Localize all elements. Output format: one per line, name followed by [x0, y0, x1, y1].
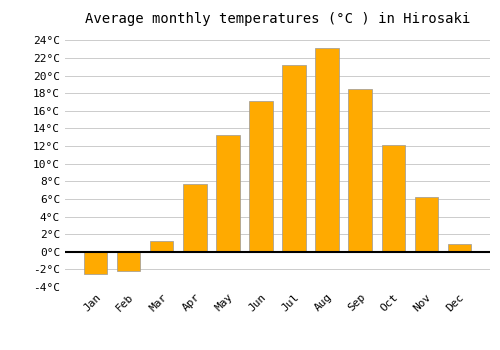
Bar: [184, 184, 206, 252]
Bar: [216, 135, 240, 252]
Bar: [382, 145, 404, 252]
Bar: [348, 89, 372, 252]
Bar: [282, 65, 306, 252]
Bar: [448, 244, 470, 252]
Title: Average monthly temperatures (°C ) in Hirosaki: Average monthly temperatures (°C ) in Hi…: [85, 12, 470, 26]
Bar: [118, 252, 141, 271]
Bar: [150, 241, 174, 252]
Bar: [316, 48, 338, 252]
Bar: [250, 101, 272, 252]
Bar: [84, 252, 108, 274]
Bar: [414, 197, 438, 252]
